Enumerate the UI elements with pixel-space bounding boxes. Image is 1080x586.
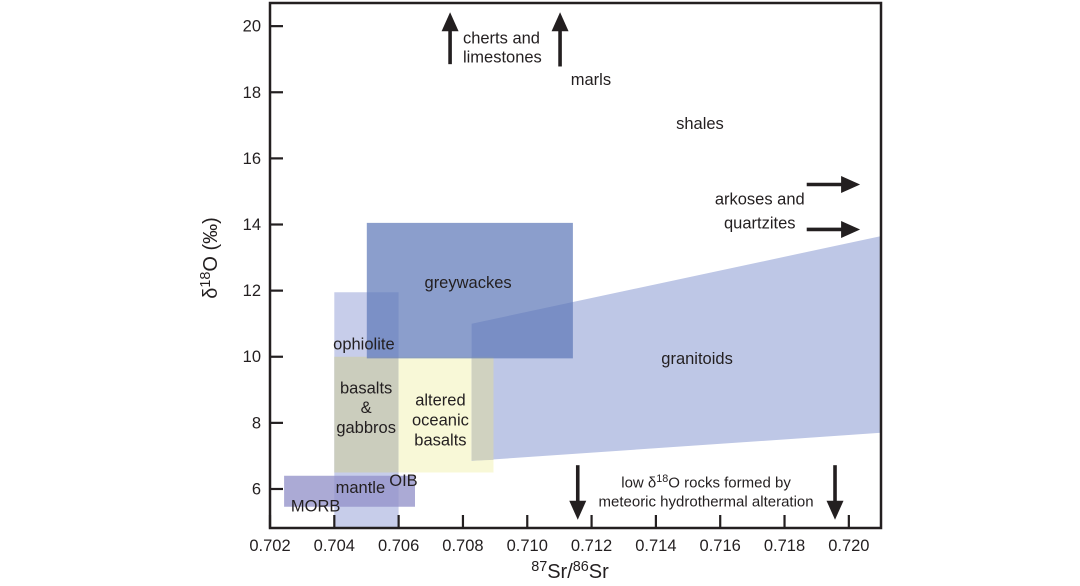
cherts-up-arrow-head (441, 12, 459, 32)
x-tick-label: 0.714 (635, 537, 676, 555)
x-tick-label: 0.720 (828, 537, 869, 555)
y-tick-label: 18 (243, 84, 261, 102)
label-altered-oceanic-basalts: basalts (414, 431, 466, 449)
x-tick-label: 0.712 (571, 537, 612, 555)
label-mantle: mantle (336, 479, 386, 497)
region-granitoids-altered-overlap (471, 356, 494, 461)
y-tick-label: 6 (252, 480, 261, 498)
label-low-d18o-note: meteoric hydrothermal alteration (599, 494, 814, 511)
region-granitoids (471, 236, 881, 461)
label-morb: MORB (291, 497, 341, 515)
x-tick-label: 0.706 (378, 537, 419, 555)
label-cherts-limestones: cherts and (463, 29, 540, 47)
label-basalts-gabbros: gabbros (336, 419, 396, 437)
y-tick-label: 12 (243, 282, 261, 300)
x-tick-label: 0.702 (249, 537, 290, 555)
label-granitoids: granitoids (661, 350, 733, 368)
x-tick-label: 0.718 (764, 537, 805, 555)
label-greywackes: greywackes (425, 274, 512, 292)
y-tick-label: 20 (243, 18, 261, 36)
label-arkoses-quartzites: quartzites (724, 214, 796, 232)
region-basalts-gabbros (334, 356, 399, 473)
region-greywackes (366, 222, 573, 359)
label-low-d18o-note: low δ18O rocks formed by (621, 473, 791, 491)
x-tick-label: 0.708 (442, 537, 483, 555)
label-arkoses-quartzites: arkoses and (715, 190, 805, 208)
label-basalts-gabbros: & (361, 399, 372, 417)
x-axis-title: 87Sr/86Sr (531, 559, 609, 583)
y-tick-label: 16 (243, 150, 261, 168)
meteoric-down-arrow-right-head (826, 500, 844, 520)
label-altered-oceanic-basalts: altered (415, 392, 465, 410)
marls-up-arrow-head (551, 12, 569, 32)
label-basalts-gabbros: basalts (340, 379, 392, 397)
arkoses-right-arrow-lower-head (841, 220, 861, 238)
y-axis-title: δ18O (‰) (198, 217, 222, 299)
x-tick-label: 0.704 (314, 537, 355, 555)
arkoses-right-arrow-upper-head (841, 176, 861, 194)
y-tick-label: 8 (252, 414, 261, 432)
region-altered-oceanic-basalts (398, 356, 494, 473)
plot-frame (268, 1, 883, 530)
y-tick-label: 14 (243, 216, 261, 234)
region-mantle (284, 475, 415, 507)
label-cherts-limestones: limestones (463, 48, 542, 66)
meteoric-down-arrow-left-head (569, 500, 587, 520)
x-tick-label: 0.710 (507, 537, 548, 555)
label-marls: marls (571, 71, 611, 89)
label-shales: shales (676, 115, 724, 133)
label-ophiolite: ophiolite (333, 335, 394, 353)
label-oib: OIB (389, 472, 417, 490)
x-tick-label: 0.716 (700, 537, 741, 555)
y-tick-label: 10 (243, 348, 261, 366)
label-altered-oceanic-basalts: oceanic (412, 411, 469, 429)
